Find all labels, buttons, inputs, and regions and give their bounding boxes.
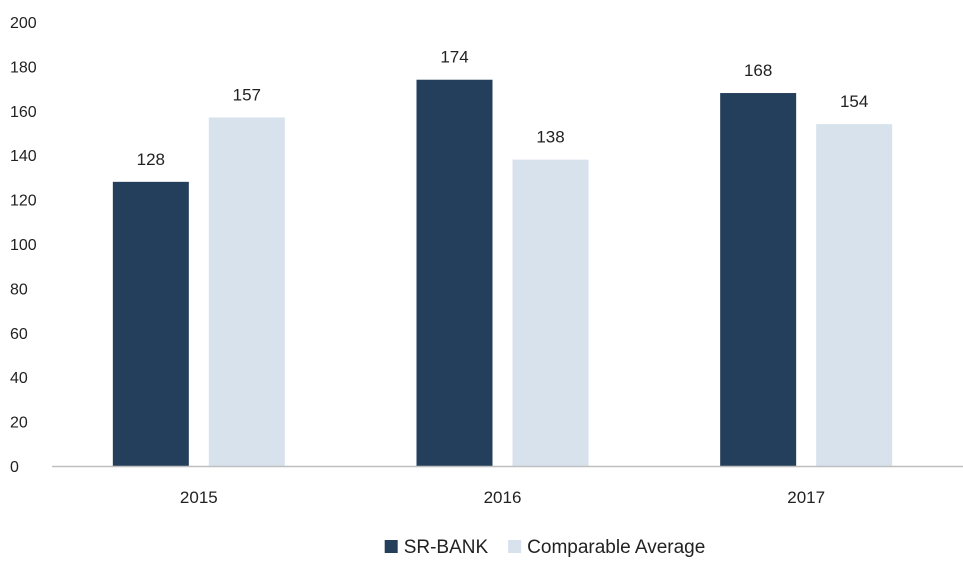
data-label: 174 [440,48,468,67]
y-tick-label: 180 [10,59,37,76]
y-axis: 0 20 40 60 80 100 120 140 160 180 200 [10,15,37,476]
bar-comparable-average-2015 [208,117,285,467]
y-tick-label: 60 [10,326,28,343]
y-tick-label: 160 [10,104,37,121]
y-tick-label: 100 [10,237,37,254]
legend-label: Comparable Average [527,537,705,558]
legend-swatch [384,540,398,553]
y-tick-label: 0 [10,459,19,476]
y-tick-label: 40 [10,370,28,387]
y-tick-label: 120 [10,193,37,210]
bar-sr-bank-2015 [112,181,189,466]
y-tick-label: 140 [10,148,37,165]
legend: SR-BANK Comparable Average [384,537,705,558]
data-label: 154 [840,92,868,111]
bars: 128 157 174 138 168 154 [112,48,893,467]
legend-swatch [508,540,522,553]
data-label: 138 [536,128,564,147]
y-tick-label: 20 [10,415,28,432]
x-tick-label: 2015 [180,488,218,507]
y-tick-label: 80 [10,281,28,298]
data-label: 168 [744,61,772,80]
bar-comparable-average-2016 [512,159,589,466]
x-tick-label: 2017 [787,488,825,507]
data-label: 128 [137,150,165,169]
bar-comparable-average-2017 [816,124,893,467]
bar-sr-bank-2016 [416,79,493,466]
x-axis: 2015 2016 2017 [52,465,963,507]
x-tick-label: 2016 [484,488,522,507]
data-label: 157 [233,85,261,104]
legend-label: SR-BANK [404,537,489,558]
bar-sr-bank-2017 [720,93,797,466]
y-tick-label: 200 [10,15,37,32]
